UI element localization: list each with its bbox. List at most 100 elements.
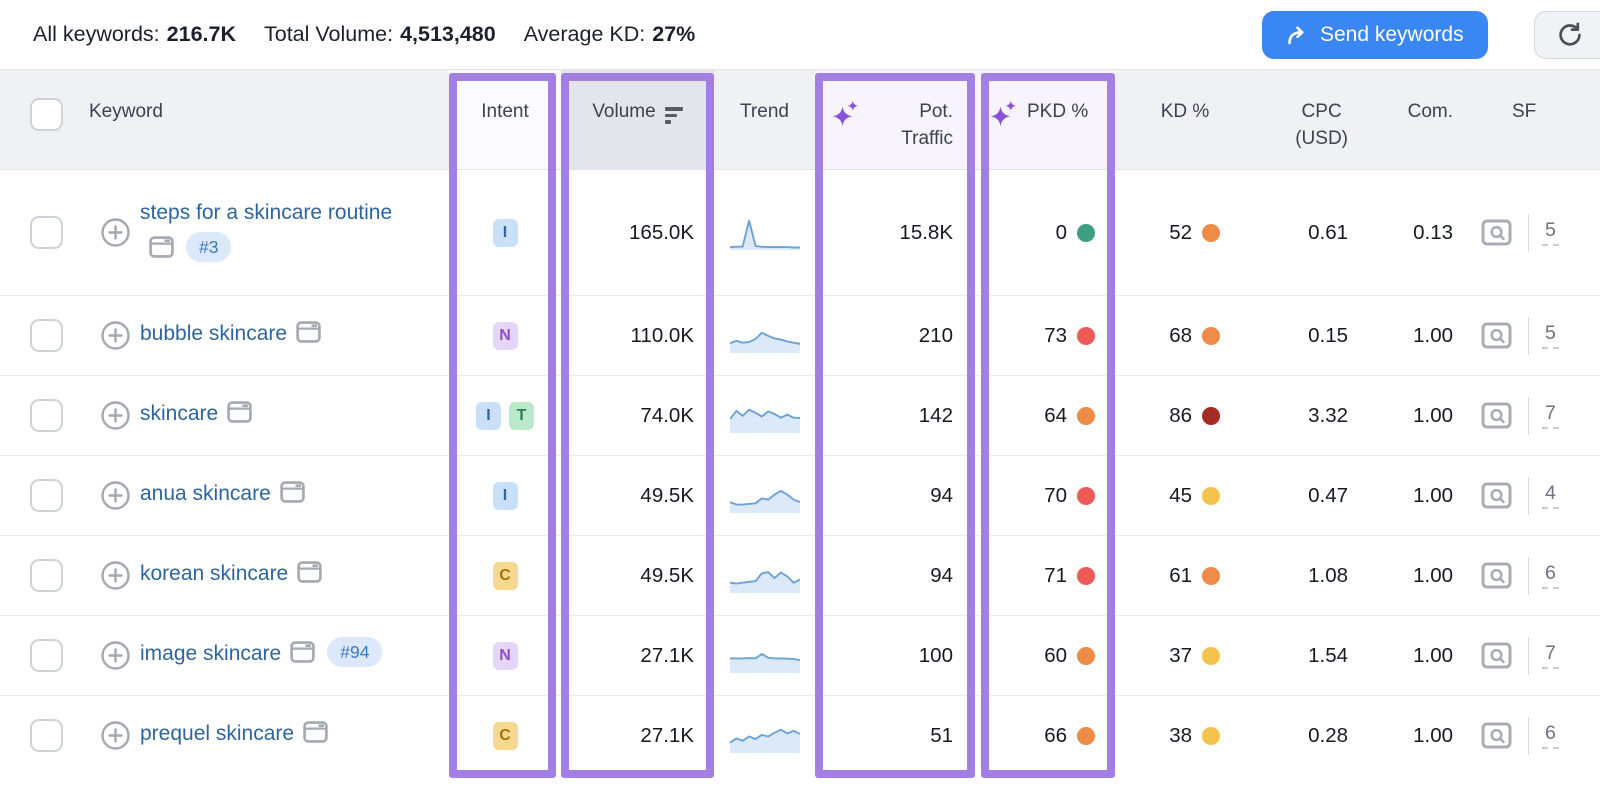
send-keywords-label: Send keywords <box>1320 23 1464 46</box>
serp-preview-icon[interactable] <box>1481 482 1512 509</box>
position-badge[interactable]: #94 <box>327 637 383 667</box>
add-to-list-icon[interactable] <box>100 720 131 751</box>
column-header-volume[interactable]: Volume <box>561 70 714 169</box>
row-checkbox[interactable] <box>30 319 63 352</box>
pkd-difficulty-dot <box>1077 566 1095 585</box>
refresh-button[interactable] <box>1534 11 1600 59</box>
serp-preview-icon[interactable] <box>1481 219 1512 246</box>
keyword-link[interactable]: korean skincare <box>140 562 289 585</box>
keyword-link[interactable]: skincare <box>140 402 219 425</box>
serp-preview-icon[interactable] <box>1481 322 1512 349</box>
com-value: 1.00 <box>1413 323 1453 347</box>
volume-value: 49.5K <box>640 483 694 507</box>
divider <box>1528 476 1529 515</box>
serp-preview-icon[interactable] <box>1481 642 1512 669</box>
intent-badge-n: N <box>492 321 518 350</box>
table-body: steps for a skincare routine #3 I 165.0K… <box>0 170 1600 775</box>
column-header-pot-traffic[interactable]: Pot. Traffic <box>815 70 981 169</box>
add-to-list-icon[interactable] <box>100 400 131 431</box>
pkd-value: 64 <box>1044 403 1067 427</box>
trend-sparkline <box>729 318 800 354</box>
intent-badges: C <box>449 696 561 775</box>
serp-features-icon[interactable] <box>297 559 322 595</box>
row-checkbox[interactable] <box>30 479 63 512</box>
send-keywords-button[interactable]: Send keywords <box>1262 11 1488 59</box>
column-header-kd[interactable]: KD % <box>1115 70 1235 169</box>
column-header-com-label: Com. <box>1407 101 1453 122</box>
intent-badge-i: I <box>492 218 518 247</box>
pot-traffic-value: 142 <box>918 403 953 427</box>
com-value: 1.00 <box>1413 483 1453 507</box>
add-to-list-icon[interactable] <box>100 480 131 511</box>
sf-count[interactable]: 5 <box>1542 322 1559 349</box>
kd-value: 68 <box>1169 323 1192 347</box>
row-checkbox[interactable] <box>30 719 63 752</box>
serp-preview-icon[interactable] <box>1481 562 1512 589</box>
pkd-value: 73 <box>1044 323 1067 347</box>
column-header-sf[interactable]: SF <box>1465 70 1600 169</box>
divider <box>1528 556 1529 595</box>
select-all-checkbox[interactable] <box>30 98 63 131</box>
position-badge[interactable]: #3 <box>186 232 232 262</box>
add-to-list-icon[interactable] <box>100 320 131 351</box>
row-checkbox[interactable] <box>30 639 63 672</box>
row-checkbox[interactable] <box>30 399 63 432</box>
divider <box>1528 716 1529 755</box>
serp-preview-icon[interactable] <box>1481 722 1512 749</box>
divider <box>1528 396 1529 435</box>
all-keywords-value: 216.7K <box>166 22 236 46</box>
volume-value: 27.1K <box>640 643 694 667</box>
column-header-com[interactable]: Com. <box>1360 70 1465 169</box>
serp-preview-icon[interactable] <box>1481 402 1512 429</box>
intent-badges: N <box>449 616 561 695</box>
column-header-cpc[interactable]: CPC (USD) <box>1235 70 1360 169</box>
table-row: prequel skincare C 27.1K 51 66 38 0.28 1… <box>0 695 1600 775</box>
pkd-value: 70 <box>1044 483 1067 507</box>
kd-value: 52 <box>1169 220 1192 244</box>
column-header-sf-label: SF <box>1512 101 1537 122</box>
column-header-pkd[interactable]: PKD % <box>981 70 1115 169</box>
serp-features-icon[interactable] <box>149 234 174 270</box>
sf-count[interactable]: 6 <box>1542 722 1559 749</box>
pot-traffic-value: 51 <box>930 723 953 747</box>
total-volume-stat: Total Volume: 4,513,480 <box>264 22 496 47</box>
sf-count[interactable]: 6 <box>1542 562 1559 589</box>
intent-badges: I <box>449 456 561 535</box>
column-header-pkd-label: PKD % <box>1027 101 1089 122</box>
all-keywords-label: All keywords: <box>33 22 160 46</box>
table-header-row: Keyword Intent Volume Trend Pot. Traffic <box>0 70 1600 170</box>
column-header-keyword-label: Keyword <box>89 101 163 122</box>
serp-features-icon[interactable] <box>290 639 315 675</box>
table-row: bubble skincare N 110.0K 210 73 68 0.15 … <box>0 295 1600 375</box>
add-to-list-icon[interactable] <box>100 560 131 591</box>
keyword-link[interactable]: steps for a skincare routine <box>140 201 393 224</box>
sf-count[interactable]: 7 <box>1542 642 1559 669</box>
keyword-link[interactable]: bubble skincare <box>140 322 288 345</box>
serp-features-icon[interactable] <box>280 479 305 515</box>
serp-features-icon[interactable] <box>227 399 252 435</box>
add-to-list-icon[interactable] <box>100 217 131 248</box>
pkd-difficulty-dot <box>1077 326 1095 345</box>
trend-sparkline <box>729 558 800 594</box>
intent-badge-c: C <box>492 721 518 750</box>
keyword-link[interactable]: anua skincare <box>140 482 271 505</box>
kd-difficulty-dot <box>1202 646 1220 665</box>
keyword-link[interactable]: image skincare <box>140 642 282 665</box>
column-header-intent[interactable]: Intent <box>449 70 561 169</box>
sf-count[interactable]: 7 <box>1542 402 1559 429</box>
serp-features-icon[interactable] <box>296 319 321 355</box>
pkd-difficulty-dot <box>1077 726 1095 745</box>
column-header-trend[interactable]: Trend <box>714 70 815 169</box>
keyword-link[interactable]: prequel skincare <box>140 722 295 745</box>
sf-count[interactable]: 5 <box>1542 219 1559 246</box>
add-to-list-icon[interactable] <box>100 640 131 671</box>
row-checkbox[interactable] <box>30 559 63 592</box>
serp-features-icon[interactable] <box>303 719 328 755</box>
pot-traffic-value: 94 <box>930 563 953 587</box>
row-checkbox[interactable] <box>30 216 63 249</box>
table-row: image skincare #94 N 27.1K 100 60 37 1.5… <box>0 615 1600 695</box>
column-header-keyword[interactable]: Keyword <box>85 70 449 169</box>
sf-count[interactable]: 4 <box>1542 482 1559 509</box>
kd-difficulty-dot <box>1202 486 1220 505</box>
